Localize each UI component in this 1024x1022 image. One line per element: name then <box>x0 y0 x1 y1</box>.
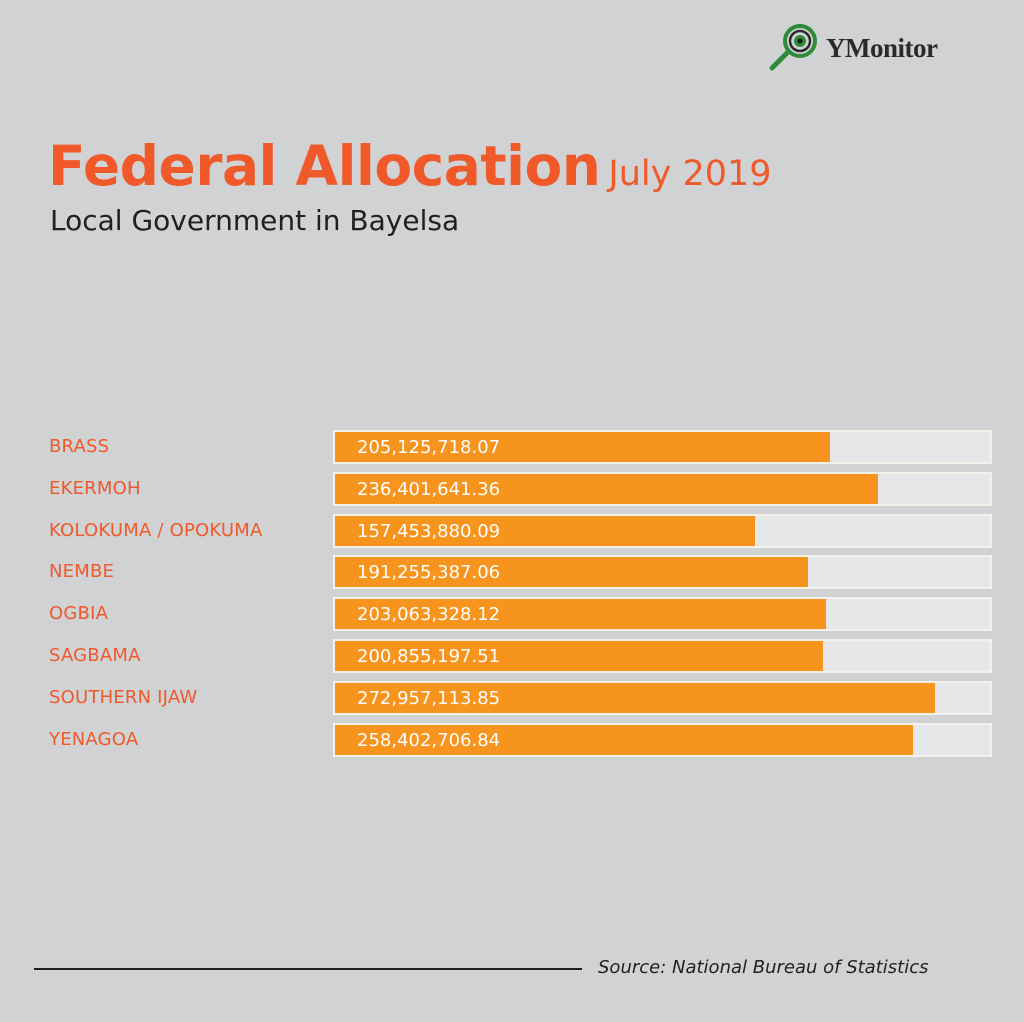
bar <box>335 724 913 755</box>
bar-track: 191,255,387.06 <box>333 555 992 590</box>
category-label: OGBIA <box>49 603 109 625</box>
bar-row: OGBIA 203,063,328.12 <box>0 597 1024 632</box>
value-label: 258,402,706.84 <box>357 729 501 751</box>
category-label: SOUTHERN IJAW <box>49 686 198 708</box>
bar-track: 272,957,113.85 <box>333 680 992 715</box>
bar <box>335 515 756 546</box>
category-label: EKERMOH <box>49 477 141 499</box>
magnifier-eye-icon <box>769 24 817 71</box>
bar-row: SAGBAMA 200,855,197.51 <box>0 639 1024 673</box>
category-label: BRASS <box>49 436 110 457</box>
value-label: 191,255,387.06 <box>357 562 501 584</box>
value-label: 157,453,880.09 <box>357 520 501 542</box>
chart-title: Federal Allocation July 2019 <box>48 134 772 198</box>
bar-track: 258,402,706.84 <box>333 722 992 757</box>
bar-row: KOLOKUMA / OPOKUMA 157,453,880.09 <box>0 513 1024 548</box>
chart-subtitle: Local Government in Bayelsa <box>50 204 460 237</box>
value-label: 236,401,641.36 <box>357 478 501 500</box>
logo: YMonitor <box>768 22 938 74</box>
bar <box>335 599 827 630</box>
title-date: July 2019 <box>608 154 772 194</box>
category-label: YENAGOA <box>49 728 139 750</box>
value-label: 272,957,113.85 <box>357 687 501 709</box>
source-note: Source: National Bureau of Statistics <box>598 957 929 978</box>
bar-row: BRASS 205,125,718.07 <box>0 430 1024 464</box>
bar <box>335 557 808 588</box>
title-main: Federal Allocation <box>48 134 601 198</box>
bar-row: SOUTHERN IJAW 272,957,113.85 <box>0 680 1024 715</box>
bar-track: 157,453,880.09 <box>333 513 992 548</box>
bar-row: NEMBE 191,255,387.06 <box>0 555 1024 590</box>
footer-divider <box>34 968 582 970</box>
bar <box>335 641 823 671</box>
value-label: 200,855,197.51 <box>357 646 501 667</box>
category-label: KOLOKUMA / OPOKUMA <box>49 519 263 541</box>
bar-track: 205,125,718.07 <box>333 430 992 464</box>
bar-track: 236,401,641.36 <box>333 471 992 506</box>
category-label: SAGBAMA <box>49 645 141 666</box>
bar-track: 200,855,197.51 <box>333 639 992 673</box>
value-label: 205,125,718.07 <box>357 437 501 458</box>
value-label: 203,063,328.12 <box>357 604 501 626</box>
bar <box>335 432 830 462</box>
bar <box>335 682 936 713</box>
logo-text: YMonitor <box>826 32 938 63</box>
bar-track: 203,063,328.12 <box>333 597 992 632</box>
bar-row: YENAGOA 258,402,706.84 <box>0 722 1024 757</box>
bar <box>335 473 879 504</box>
bar-row: EKERMOH 236,401,641.36 <box>0 471 1024 506</box>
category-label: NEMBE <box>49 561 115 583</box>
